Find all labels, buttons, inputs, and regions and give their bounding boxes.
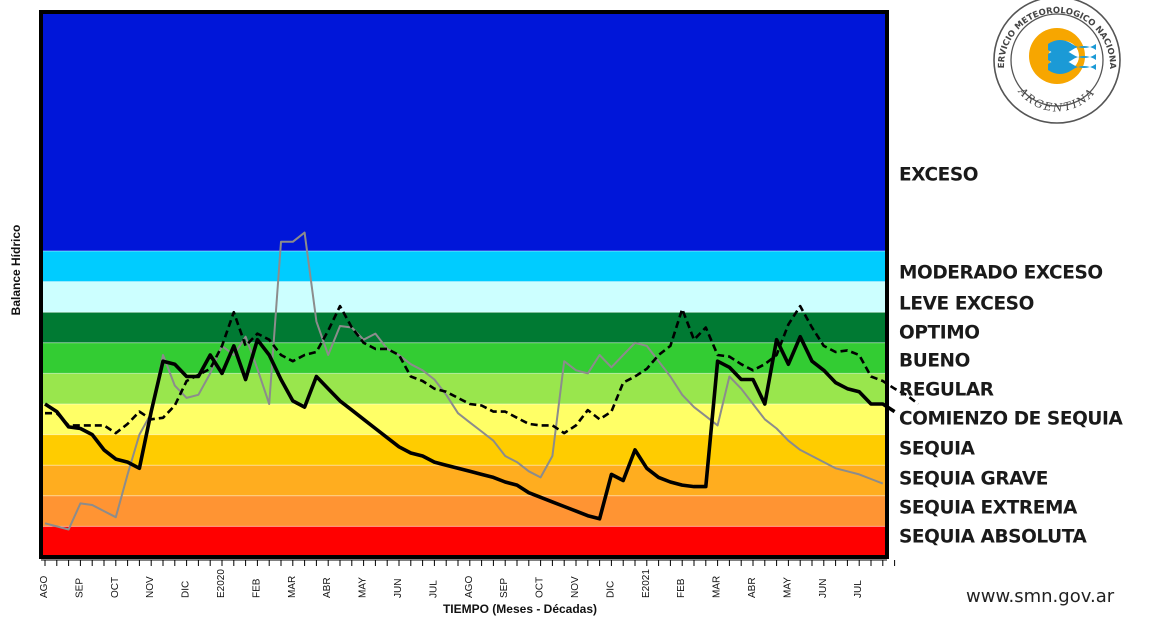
x-tick-label: NOV <box>145 576 156 598</box>
category-label: OPTIMO <box>899 322 980 344</box>
x-tick-label: FEB <box>676 578 687 598</box>
band-sequia-extrema <box>41 495 887 527</box>
x-axis-label: TIEMPO (Meses - Décadas) <box>442 602 598 616</box>
x-tick-label: DIC <box>605 581 616 598</box>
x-tick-label: AGO <box>39 576 50 598</box>
band-leve-exceso <box>41 281 887 313</box>
plot-border <box>39 10 889 559</box>
y-axis-label: Balance Hídrico <box>9 224 23 316</box>
x-tick-label: JUN <box>393 579 404 598</box>
category-label: BUENO <box>899 350 970 372</box>
category-label: SEQUIA EXTREMA <box>899 497 1077 519</box>
x-tick-label: OCT <box>535 577 546 598</box>
x-tick-label: E2020 <box>216 569 227 598</box>
category-label: MODERADO EXCESO <box>899 262 1103 284</box>
smn-logo-icon: SERVICIO METEOROLOGICO NACIONAL ARGENTIN… <box>982 0 1121 124</box>
x-tick-label: JUL <box>428 580 439 598</box>
x-tick-label: MAR <box>712 576 723 598</box>
band-moderado-exceso <box>41 251 887 282</box>
category-label: COMIENZO DE SEQUIA <box>899 408 1123 430</box>
band-layer <box>41 12 887 557</box>
x-tick-label: SEP <box>74 578 85 598</box>
band-sequia-absoluta <box>41 526 887 557</box>
category-label: EXCESO <box>899 164 979 186</box>
band-regular <box>41 373 887 404</box>
series-line-dashed-black <box>45 304 919 435</box>
category-label: SEQUIA GRAVE <box>899 468 1048 490</box>
series-line-solid-black-thick <box>44 334 896 521</box>
x-axis: AGO SEP OCT NOV DIC E2020 FEB MAR ABR MAY JUN JUL AG… <box>39 559 896 598</box>
x-tick-label: MAR <box>287 576 298 598</box>
x-tick-label: MAY <box>782 577 793 598</box>
x-tick-label: OCT <box>110 577 121 598</box>
x-tick-label: JUN <box>818 579 829 598</box>
category-label: SEQUIA <box>899 438 975 460</box>
plot-frame <box>39 10 889 559</box>
x-tick-label: JUL <box>853 580 864 598</box>
website-link[interactable]: www.smn.gov.ar <box>966 586 1115 607</box>
band-bueno <box>41 342 887 374</box>
x-tick-label: ABR <box>747 577 758 598</box>
band-sequia <box>41 434 887 466</box>
category-label: SEQUIA ABSOLUTA <box>899 526 1087 548</box>
category-label: LEVE EXCESO <box>899 293 1034 315</box>
band-comienzo-de-sequia <box>41 404 887 435</box>
category-label: REGULAR <box>899 379 994 401</box>
band-exceso <box>41 12 887 251</box>
x-tick-label: FEB <box>251 578 262 598</box>
series-layer <box>44 231 919 531</box>
x-tick-label: AGO <box>464 576 475 598</box>
series-line-solid-gray <box>44 231 884 531</box>
x-tick-label: DIC <box>181 581 192 598</box>
x-tick-label: E2021 <box>641 569 652 598</box>
x-tick-label: ABR <box>322 577 333 598</box>
band-optimo <box>41 312 887 343</box>
x-tick-label: NOV <box>570 576 581 598</box>
x-tick-label: SEP <box>499 578 510 598</box>
x-tick-label: MAY <box>358 577 369 598</box>
